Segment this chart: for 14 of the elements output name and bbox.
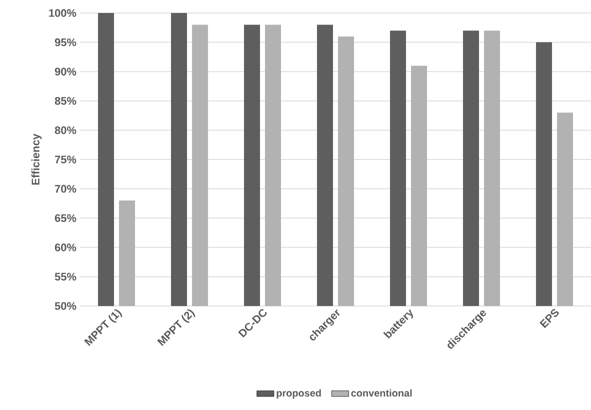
y-tick-label: 90% bbox=[54, 68, 76, 76]
y-tick-label: 50% bbox=[54, 302, 76, 310]
y-tick-label: 65% bbox=[54, 214, 76, 222]
y-tick-label: 60% bbox=[54, 244, 76, 252]
y-tick-label: 95% bbox=[54, 38, 76, 46]
legend-label: conventional bbox=[351, 389, 412, 397]
y-tick-label: 55% bbox=[54, 272, 76, 281]
y-tick-label: 70% bbox=[55, 184, 76, 193]
y-tick-label: 100% bbox=[49, 9, 76, 17]
legend-label: proposed bbox=[276, 389, 321, 399]
y-tick-label: 85% bbox=[54, 97, 76, 105]
y-tick-label: 80% bbox=[54, 126, 76, 134]
y-axis-title: Efficiency bbox=[31, 134, 42, 185]
y-tick-label: 75% bbox=[55, 156, 76, 164]
